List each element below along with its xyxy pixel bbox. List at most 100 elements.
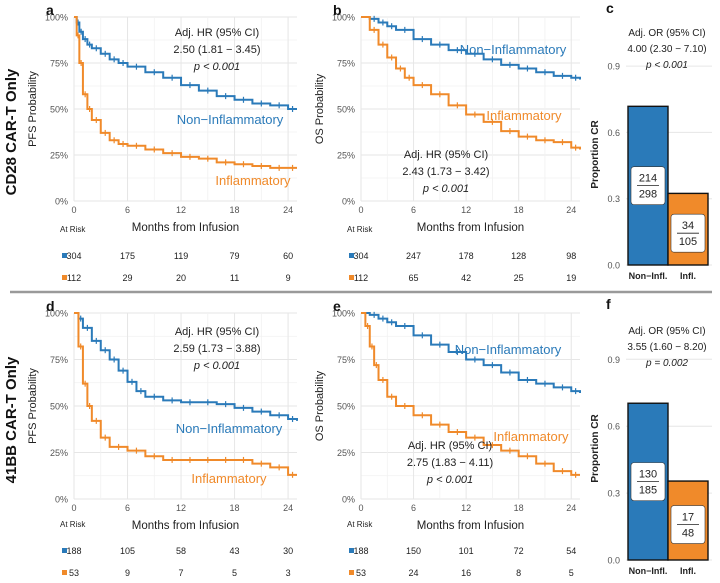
risk-count-inflammatory-b: 25 — [514, 273, 524, 283]
fraction-denominator-c: 105 — [679, 236, 697, 248]
risk-count-non-inflammatory-e: 72 — [514, 546, 524, 556]
y-tick-label-c: 0.6 — [607, 128, 620, 138]
km-curve-non-inflammatory-d — [74, 312, 298, 421]
y-tick-label-e: 100% — [332, 309, 355, 319]
y-tick-label-a: 0% — [55, 197, 68, 207]
y-tick-label-b: 50% — [337, 105, 355, 115]
risk-count-non-inflammatory-b: 128 — [511, 251, 526, 261]
curve-label-inflammatory-e: Inflammatory — [493, 429, 569, 444]
hr-annotation-p-b: p < 0.001 — [422, 183, 469, 195]
risk-count-non-inflammatory-e: 150 — [406, 546, 421, 556]
risk-key-non-inflammatory-b — [349, 253, 354, 258]
curve-label-inflammatory-d: Inflammatory — [191, 471, 267, 486]
y-tick-label-a: 25% — [50, 151, 68, 161]
risk-count-non-inflammatory-b: 304 — [353, 251, 368, 261]
risk-count-non-inflammatory-d: 188 — [66, 546, 81, 556]
curve-label-non-inflammatory-d: Non−Inflammatory — [176, 421, 283, 436]
y-tick-label-a: 75% — [50, 59, 68, 69]
x-tick-label-a: 12 — [176, 205, 186, 215]
hr-annotation-title-e: Adj. HR (95% CI) — [408, 440, 492, 452]
risk-count-inflammatory-e: 8 — [516, 568, 521, 578]
row-label-41bb: 41BB CAR-T Only — [3, 356, 20, 483]
hr-annotation-title-b: Adj. HR (95% CI) — [404, 149, 488, 161]
x-tick-label-a: 18 — [230, 205, 240, 215]
x-tick-label-b: 24 — [566, 205, 576, 215]
y-tick-label-e: 0% — [342, 495, 355, 505]
x-axis-label-a: Months from Infusion — [132, 222, 239, 234]
x-tick-label-d: 6 — [125, 503, 130, 513]
y-tick-label-d: 50% — [50, 402, 68, 412]
y-tick-label-d: 25% — [50, 448, 68, 458]
y-tick-label-b: 100% — [332, 13, 355, 23]
x-tick-label-b: 6 — [411, 205, 416, 215]
x-tick-label-a: 24 — [283, 205, 293, 215]
risk-count-inflammatory-d: 53 — [69, 568, 79, 578]
or-annotation-p-c: p < 0.001 — [645, 60, 688, 71]
curve-label-inflammatory-a: Inflammatory — [215, 173, 291, 188]
risk-count-non-inflammatory-d: 30 — [283, 546, 293, 556]
y-tick-label-f: 0.0 — [607, 556, 620, 566]
risk-key-non-inflammatory-d — [62, 548, 67, 553]
risk-count-inflammatory-a: 29 — [123, 273, 133, 283]
y-tick-label-e: 50% — [337, 402, 355, 412]
risk-count-inflammatory-d: 9 — [125, 568, 130, 578]
km-curve-non-inflammatory-b — [361, 16, 581, 80]
y-tick-label-d: 100% — [45, 309, 68, 319]
x-tick-label-a: 6 — [125, 205, 130, 215]
x-tick-label-a: 0 — [71, 205, 76, 215]
y-tick-label-a: 100% — [45, 13, 68, 23]
hr-annotation-title-a: Adj. HR (95% CI) — [175, 27, 259, 39]
y-axis-label-a: PFS Probability — [27, 71, 39, 147]
x-tick-label-b: 12 — [461, 205, 471, 215]
risk-key-inflammatory-e — [349, 570, 354, 575]
risk-count-non-inflammatory-b: 178 — [459, 251, 474, 261]
risk-count-inflammatory-b: 19 — [566, 273, 576, 283]
bar-category-label-f: Infl. — [680, 566, 696, 576]
fraction-numerator-c: 34 — [682, 220, 694, 232]
x-tick-label-b: 18 — [514, 205, 524, 215]
curve-label-non-inflammatory-a: Non−Inflammatory — [177, 112, 284, 127]
risk-count-inflammatory-d: 3 — [286, 568, 291, 578]
risk-count-non-inflammatory-a: 304 — [66, 251, 81, 261]
risk-key-inflammatory-a — [62, 275, 67, 280]
panel-letter-d: d — [46, 298, 55, 314]
y-tick-label-f: 0.9 — [607, 355, 620, 365]
panel-letter-c: c — [606, 0, 614, 16]
risk-count-inflammatory-b: 42 — [461, 273, 471, 283]
risk-count-inflammatory-a: 11 — [230, 273, 239, 283]
risk-table-label-b: At Risk — [347, 225, 373, 234]
x-axis-label-d: Months from Infusion — [132, 520, 239, 532]
curve-label-non-inflammatory-e: Non−Inflammatory — [455, 342, 562, 357]
curve-label-inflammatory-b: Inflammatory — [486, 108, 562, 123]
y-axis-label-d: PFS Probability — [27, 368, 39, 444]
y-tick-label-c: 0.0 — [607, 261, 620, 271]
x-axis-label-e: Months from Infusion — [417, 520, 524, 532]
x-tick-label-d: 12 — [176, 503, 186, 513]
risk-count-non-inflammatory-a: 119 — [174, 251, 188, 261]
risk-count-inflammatory-e: 16 — [461, 568, 471, 578]
x-axis-label-b: Months from Infusion — [417, 222, 524, 234]
panel-letter-b: b — [333, 2, 342, 18]
fraction-numerator-c: 214 — [639, 173, 657, 185]
km-curve-non-inflammatory-e — [361, 312, 581, 393]
or-annotation-title-c: Adj. OR (95% CI) — [628, 28, 705, 39]
bar-category-label-f: Non−Infl. — [629, 566, 668, 576]
y-axis-label-e: OS Probability — [314, 370, 326, 441]
x-tick-label-e: 24 — [566, 503, 576, 513]
x-tick-label-e: 0 — [358, 503, 363, 513]
risk-count-non-inflammatory-e: 188 — [353, 546, 368, 556]
y-axis-label-c: Proportion CR — [590, 120, 601, 189]
x-tick-label-e: 6 — [411, 503, 416, 513]
y-tick-label-f: 0.3 — [607, 489, 620, 499]
or-annotation-p-f: p = 0.002 — [645, 358, 688, 369]
risk-key-non-inflammatory-e — [349, 548, 354, 553]
x-tick-label-b: 0 — [358, 205, 363, 215]
risk-key-non-inflammatory-a — [62, 253, 67, 258]
fraction-numerator-f: 17 — [682, 512, 694, 524]
risk-count-inflammatory-a: 112 — [67, 273, 81, 283]
bar-category-label-c: Infl. — [680, 271, 696, 281]
y-tick-label-b: 0% — [342, 197, 355, 207]
y-tick-label-b: 75% — [337, 59, 355, 69]
y-tick-label-b: 25% — [337, 151, 355, 161]
hr-annotation-value-b: 2.43 (1.73 − 3.42) — [402, 166, 489, 178]
